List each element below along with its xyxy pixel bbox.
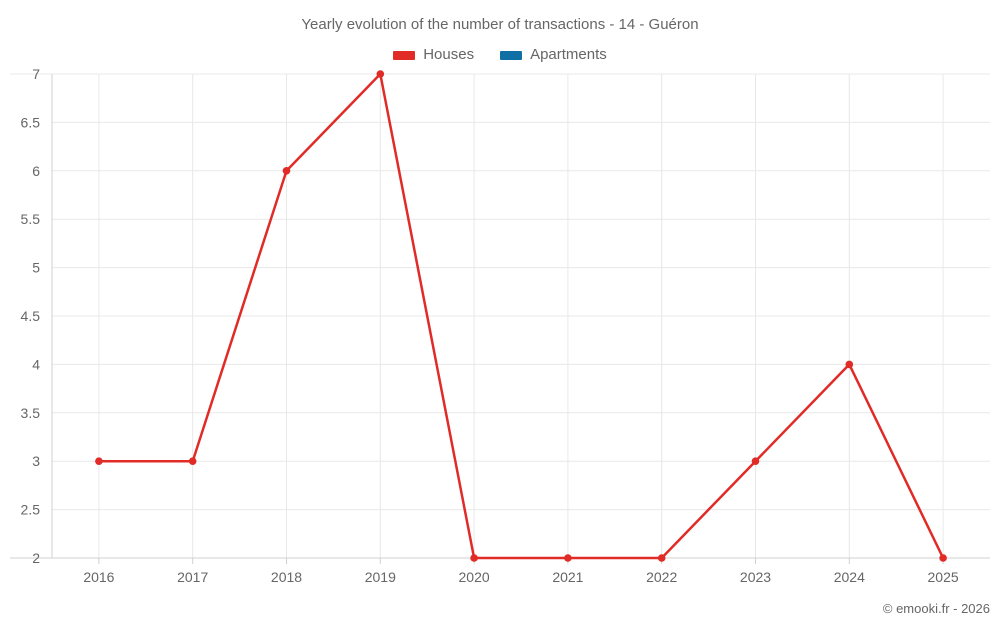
x-tick-label: 2023 [740, 569, 771, 585]
legend-label-houses: Houses [423, 46, 475, 63]
y-tick-label: 5 [32, 260, 40, 276]
y-tick-label: 3.5 [21, 405, 41, 421]
chart-legend: Houses Apartments [0, 45, 1000, 65]
series-houses [95, 70, 947, 562]
data-point-houses [188, 457, 197, 466]
x-tick-label: 2016 [83, 569, 114, 585]
chart-title: Yearly evolution of the number of transa… [301, 16, 699, 33]
x-tick-label: 2025 [928, 569, 959, 585]
series-line-houses [97, 72, 945, 560]
y-tick-label: 4 [32, 356, 40, 372]
x-tick-label: 2019 [365, 569, 396, 585]
x-tick-label: 2022 [646, 569, 677, 585]
data-point-houses [376, 70, 385, 78]
grid-lines [52, 73, 990, 558]
data-point-houses [657, 554, 666, 562]
y-tick-label: 5.5 [21, 211, 41, 227]
y-tick-label: 3 [32, 453, 40, 469]
legend-swatch-houses [393, 50, 416, 60]
data-point-houses [470, 554, 478, 562]
y-tick-label: 2.5 [21, 502, 41, 518]
data-point-houses [95, 457, 103, 466]
x-tick-label: 2020 [459, 569, 490, 585]
data-point-houses [282, 167, 291, 175]
y-axis-tick-labels: 7 6.5 6 5.5 5 4.5 4 3.5 3 2.5 2 [21, 66, 41, 566]
x-tick-label: 2017 [177, 569, 208, 585]
legend-item-houses[interactable]: Houses [393, 46, 474, 64]
x-tick-label: 2021 [552, 569, 583, 585]
data-point-houses [845, 360, 854, 369]
axis-lines [10, 73, 990, 564]
y-tick-label: 7 [32, 66, 40, 82]
legend-swatch-apartments [500, 50, 523, 60]
y-tick-label: 6.5 [21, 114, 41, 130]
x-axis-tick-labels: 2016 2017 2018 2019 2020 2021 2022 2023 2024 2025 [83, 569, 959, 585]
x-tick-label: 2018 [271, 569, 302, 585]
legend-item-apartments[interactable]: Apartments [500, 46, 607, 64]
y-tick-label: 4.5 [21, 308, 41, 324]
footer-credit: © emooki.fr - 2026 [882, 601, 990, 616]
data-point-houses [564, 554, 572, 562]
data-point-houses [751, 457, 760, 466]
legend-label-apartments: Apartments [530, 46, 607, 63]
y-tick-label: 2 [32, 550, 40, 566]
y-tick-label: 6 [32, 163, 40, 179]
x-tick-label: 2024 [834, 569, 865, 585]
data-point-houses [939, 554, 947, 562]
